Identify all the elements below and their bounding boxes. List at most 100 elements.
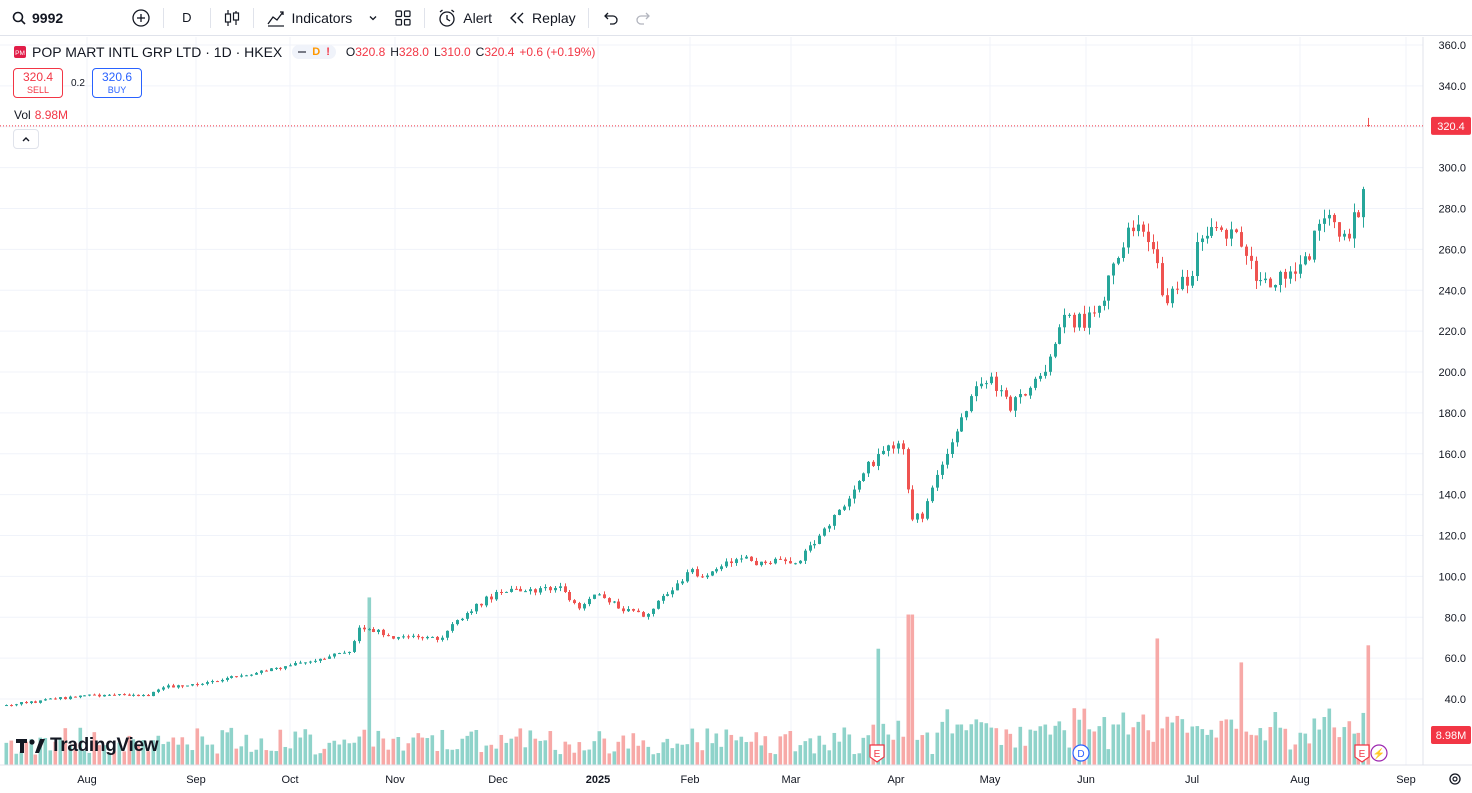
candle-body[interactable] [1147, 231, 1150, 243]
candle-body[interactable] [5, 705, 8, 707]
candle-body[interactable] [681, 581, 684, 584]
candle-body[interactable] [235, 676, 238, 678]
candle-body[interactable] [554, 587, 557, 591]
candle-body[interactable] [480, 603, 483, 606]
candle-body[interactable] [1269, 278, 1272, 288]
candle-body[interactable] [647, 613, 650, 617]
candle-body[interactable] [1156, 249, 1159, 264]
candle-body[interactable] [211, 681, 214, 683]
candle-body[interactable] [1318, 223, 1321, 231]
candle-body[interactable] [323, 658, 326, 660]
candle-body[interactable] [774, 558, 777, 564]
candle-body[interactable] [701, 576, 704, 578]
candle-body[interactable] [1196, 242, 1199, 277]
candle-body[interactable] [1210, 227, 1213, 236]
candle-body[interactable] [911, 489, 914, 520]
replay-button[interactable]: Replay [500, 0, 584, 36]
candle-body[interactable] [260, 670, 263, 673]
candle-body[interactable] [83, 695, 86, 697]
candle-body[interactable] [343, 652, 346, 654]
candle-body[interactable] [862, 473, 865, 481]
candle-body[interactable] [1083, 313, 1086, 328]
candle-body[interactable] [1166, 295, 1169, 304]
candle-body[interactable] [951, 442, 954, 454]
candle-body[interactable] [363, 627, 366, 630]
redo-button[interactable] [627, 0, 661, 36]
candle-body[interactable] [1044, 371, 1047, 376]
candle-body[interactable] [1093, 312, 1096, 314]
candle-body[interactable] [377, 629, 380, 632]
candle-body[interactable] [1014, 397, 1017, 411]
candle-body[interactable] [39, 700, 42, 703]
candle-body[interactable] [490, 596, 493, 600]
candle-body[interactable] [30, 701, 33, 704]
candle-body[interactable] [809, 545, 812, 551]
candle-body[interactable] [980, 383, 983, 387]
candle-body[interactable] [1049, 356, 1052, 372]
candle-body[interactable] [475, 603, 478, 612]
candle-body[interactable] [142, 694, 145, 697]
candle-body[interactable] [1220, 227, 1223, 230]
candle-body[interactable] [872, 461, 875, 466]
undo-button[interactable] [593, 0, 627, 36]
candle-body[interactable] [794, 563, 797, 565]
candle-body[interactable] [157, 689, 160, 692]
candle-body[interactable] [686, 572, 689, 582]
candle-body[interactable] [44, 699, 47, 701]
candle-body[interactable] [1054, 343, 1057, 357]
candle-body[interactable] [74, 696, 77, 698]
candle-body[interactable] [985, 383, 988, 385]
candle-body[interactable] [764, 561, 767, 563]
candle-body[interactable] [887, 445, 890, 451]
candle-body[interactable] [191, 684, 194, 686]
candle-body[interactable] [676, 583, 679, 591]
candle-body[interactable] [711, 571, 714, 576]
candle-body[interactable] [69, 696, 72, 700]
candle-body[interactable] [436, 636, 439, 640]
candle-body[interactable] [1245, 246, 1248, 256]
candle-body[interactable] [461, 618, 464, 621]
candle-body[interactable] [510, 588, 513, 592]
candle-body[interactable] [1215, 227, 1218, 229]
candle-body[interactable] [730, 561, 733, 564]
candle-body[interactable] [10, 705, 13, 707]
candle-body[interactable] [451, 624, 454, 631]
candle-body[interactable] [813, 543, 816, 546]
candle-body[interactable] [20, 702, 23, 705]
candle-body[interactable] [206, 682, 209, 684]
candle-body[interactable] [265, 670, 268, 672]
candle-body[interactable] [431, 636, 434, 638]
candle-body[interactable] [250, 674, 253, 676]
chart-settings-button[interactable] [1449, 773, 1461, 785]
candle-body[interactable] [1142, 224, 1145, 232]
candle-body[interactable] [456, 620, 459, 625]
candle-body[interactable] [1279, 271, 1282, 285]
candle-body[interactable] [1308, 256, 1311, 260]
candle-body[interactable] [1299, 264, 1302, 274]
candle-body[interactable] [882, 450, 885, 455]
indicators-button[interactable]: Indicators [258, 0, 387, 36]
candle-body[interactable] [1132, 227, 1135, 232]
candle-body[interactable] [1274, 284, 1277, 288]
candle-body[interactable] [1137, 224, 1140, 232]
candle-body[interactable] [720, 566, 723, 570]
candle-body[interactable] [578, 603, 581, 609]
candle-body[interactable] [25, 702, 28, 704]
candle-body[interactable] [402, 636, 405, 638]
candle-body[interactable] [1088, 312, 1091, 328]
candle-body[interactable] [583, 604, 586, 609]
candle-body[interactable] [838, 509, 841, 515]
candle-body[interactable] [284, 666, 287, 669]
candle-body[interactable] [495, 591, 498, 600]
candle-body[interactable] [818, 535, 821, 544]
candle-body[interactable] [1357, 212, 1360, 218]
candle-body[interactable] [132, 694, 135, 696]
candle-body[interactable] [1304, 256, 1307, 265]
candle-body[interactable] [397, 637, 400, 639]
compare-button[interactable] [123, 0, 159, 36]
candle-body[interactable] [240, 675, 243, 677]
candle-body[interactable] [1313, 230, 1316, 260]
candle-body[interactable] [936, 474, 939, 488]
candle-body[interactable] [1107, 275, 1110, 301]
candle-body[interactable] [1250, 255, 1253, 261]
